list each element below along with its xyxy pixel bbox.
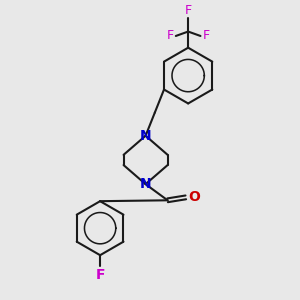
Text: F: F [203, 29, 210, 43]
Text: F: F [167, 29, 173, 43]
Text: N: N [140, 129, 152, 143]
Text: F: F [95, 268, 105, 281]
Text: O: O [189, 190, 201, 204]
Text: N: N [140, 177, 152, 191]
Text: F: F [184, 4, 192, 17]
